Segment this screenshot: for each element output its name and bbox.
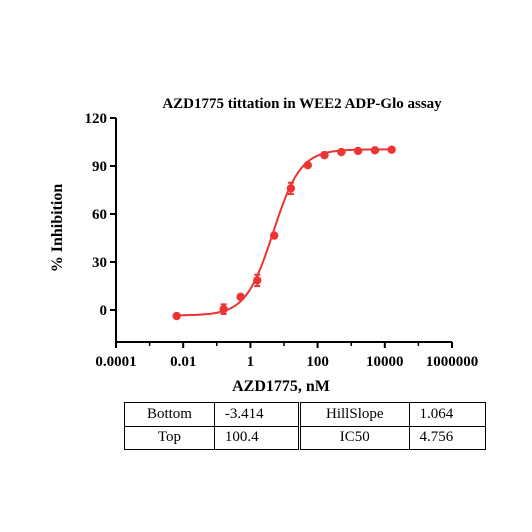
data-point (303, 161, 312, 170)
data-point (387, 145, 396, 154)
x-tick-label: 10000 (366, 354, 404, 370)
data-point (337, 147, 346, 157)
y-tick-label: 120 (85, 111, 108, 127)
param-value-top: 100.4 (213, 425, 302, 450)
y-tick-label: 90 (92, 159, 107, 175)
x-tick-label: 1000000 (426, 354, 479, 370)
y-axis-label: % Inhibition (49, 184, 66, 273)
data-point (286, 184, 296, 193)
x-tick-label: 100 (306, 354, 329, 370)
fit-parameters-table: Bottom -3.414 HillSlope 1.064 Top 100.4 … (124, 402, 487, 450)
param-value-ic50: 4.756 (408, 425, 487, 450)
table-row: Top 100.4 IC50 4.756 (124, 425, 487, 450)
param-label-hillslope: HillSlope (299, 402, 410, 427)
chart-title: AZD1775 tittation in WEE2 ADP-Glo assay (162, 96, 442, 112)
data-point (219, 305, 228, 314)
data-point (269, 231, 279, 240)
data-point (253, 276, 262, 285)
fit-curve (176, 148, 392, 317)
data-point (236, 292, 245, 302)
x-tick-label: 0.0001 (95, 354, 136, 370)
data-point (370, 146, 380, 155)
param-label-bottom: Bottom (124, 402, 215, 427)
x-axis-label: AZD1775, nM (232, 378, 330, 395)
dose-response-chart: AZD1775 tittation in WEE2 ADP-Glo assay … (49, 96, 479, 395)
data-point (172, 311, 181, 321)
axes: 0 30 60 90 120 0.0001 0.01 1 100 10000 1000000 (85, 111, 479, 370)
y-tick-label: 0 (100, 303, 108, 319)
x-tick-label: 1 (247, 354, 255, 370)
data-points-layer (172, 145, 396, 321)
param-value-bottom: -3.414 (213, 402, 302, 427)
param-label-ic50: IC50 (299, 425, 410, 450)
fit-curve-layer (176, 148, 392, 317)
param-value-hillslope: 1.064 (408, 402, 487, 427)
data-point (320, 150, 329, 160)
y-tick-label: 60 (92, 207, 107, 223)
table-row: Bottom -3.414 HillSlope 1.064 (124, 402, 487, 427)
param-label-top: Top (124, 425, 215, 450)
y-tick-label: 30 (92, 255, 107, 271)
data-point (353, 146, 363, 156)
x-tick-label: 0.01 (170, 354, 196, 370)
